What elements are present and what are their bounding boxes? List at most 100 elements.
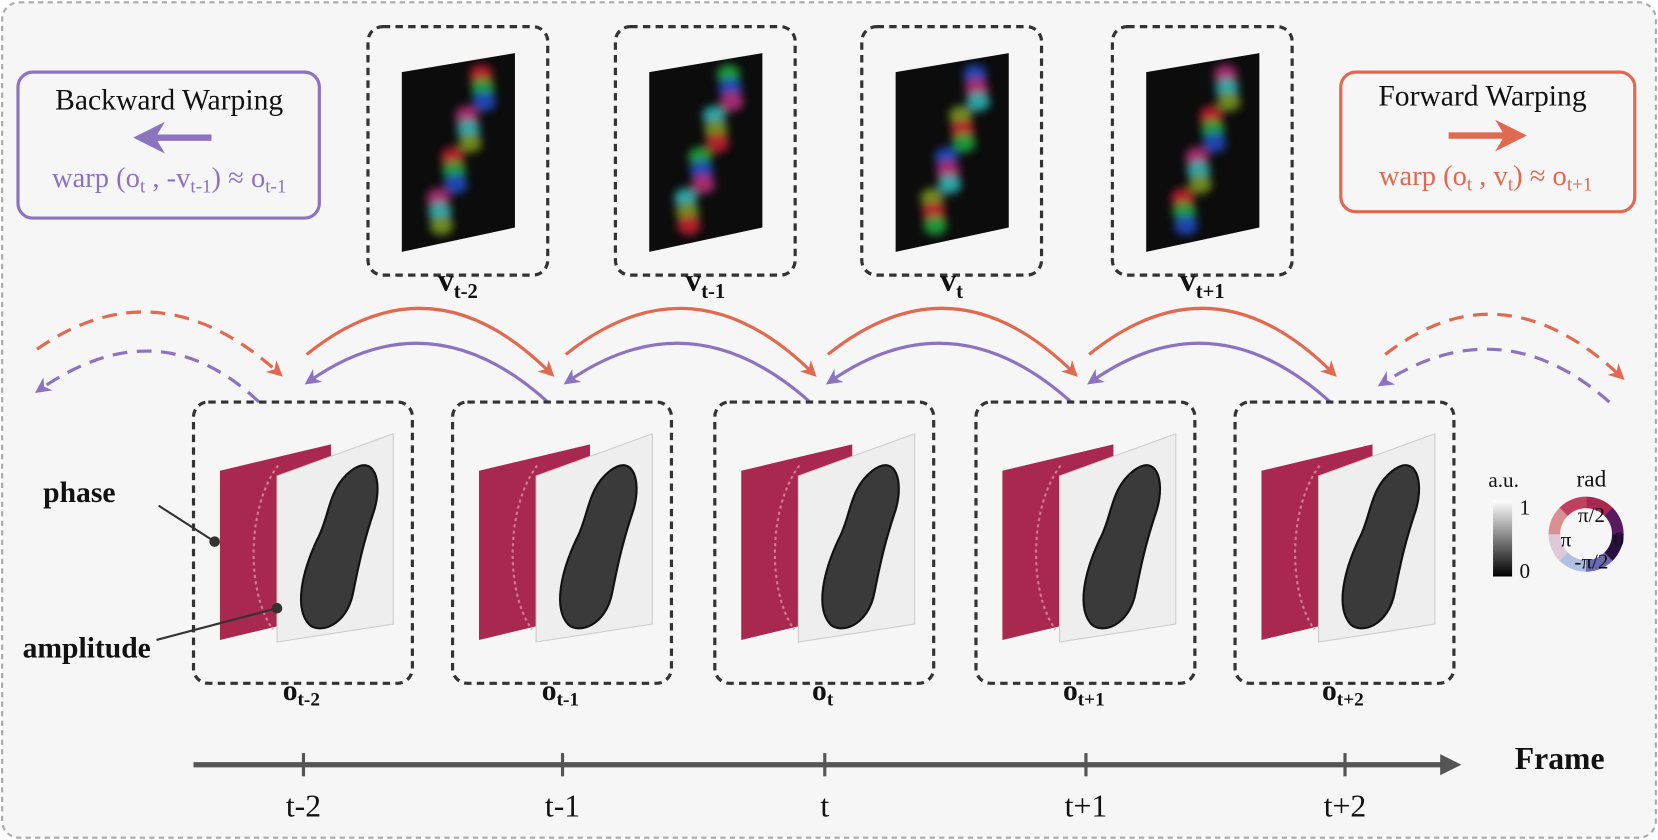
frame-label: vt-1 [685, 263, 725, 303]
axis-tick-label: t+1 [1065, 788, 1108, 823]
axis-tick-label: t-2 [286, 788, 321, 823]
label-base: o [283, 675, 298, 707]
backward-arc [563, 341, 812, 404]
forward-arc [826, 306, 1078, 377]
frame-label: vt+1 [1180, 263, 1225, 303]
phase-wheel-segment [1585, 552, 1613, 572]
flow-blob [1186, 160, 1211, 180]
forward-arc-dashed [1384, 312, 1625, 380]
flow-blob [949, 105, 973, 125]
phase-wheel-segment [1548, 507, 1569, 535]
backward-arc [825, 341, 1073, 404]
backward-arc [1087, 341, 1332, 404]
label-sub: t [956, 281, 963, 303]
formula-sub: t [140, 177, 146, 198]
label-sub: t-2 [298, 690, 320, 711]
flow-blob [937, 174, 962, 194]
flow-blob [428, 202, 452, 222]
colorbar-max: 1 [1519, 496, 1530, 520]
flow-blob [472, 92, 496, 112]
object-frame [974, 400, 1197, 685]
flow-blob [456, 119, 481, 139]
phase-pointer [158, 504, 216, 543]
forward-arc-dashed [36, 310, 283, 377]
flow-blob [444, 174, 468, 194]
label-sub: t+1 [1078, 690, 1105, 711]
frame-label: ot+2 [1322, 675, 1364, 712]
axis-tick-label: t [820, 788, 829, 823]
formula-text: ) ≈ o [212, 163, 266, 194]
sample-shape [559, 464, 638, 630]
frame-label: ot [812, 675, 834, 712]
label-sub: t [827, 690, 834, 711]
formula-sub: t-1 [190, 177, 211, 198]
wheel-left: π [1561, 527, 1572, 551]
amplitude-dot [271, 602, 283, 614]
flow-blob [429, 215, 454, 235]
forward-title: Forward Warping [1378, 80, 1587, 112]
formula-text: warp (o [1379, 160, 1467, 191]
flow-blob [689, 160, 714, 180]
flow-blob [471, 78, 495, 98]
flow-blob [1213, 64, 1238, 84]
forward-arc [305, 306, 555, 377]
label-base: v [685, 263, 701, 298]
object-frame [191, 400, 414, 685]
phase-wheel-segment [1559, 496, 1587, 517]
frame-label: ot+1 [1063, 675, 1105, 712]
flow-texture [426, 64, 496, 235]
flow-blob [966, 92, 990, 112]
flow-blob [922, 202, 946, 222]
phase-wheel-segment [1604, 507, 1624, 536]
label-sub: t+1 [1196, 281, 1225, 303]
formula: warp (ot , -vt-1) ≈ ot-1 [52, 163, 286, 198]
flow-blob [1201, 119, 1225, 139]
axis-tick-label: t+2 [1324, 788, 1367, 823]
formula-text: , -v [145, 163, 191, 194]
flow-frame [613, 25, 797, 277]
flow-blob [1215, 78, 1239, 98]
object-frame [713, 400, 936, 685]
formula-sub: t+1 [1567, 175, 1593, 196]
frame-label: vt [940, 263, 963, 303]
phase-texture [1294, 464, 1321, 630]
flow-blob [426, 188, 450, 208]
flow-blob [716, 64, 741, 84]
flow-blob [1217, 92, 1241, 112]
label-base: o [812, 675, 827, 707]
flow-blob [1171, 188, 1195, 208]
flow-texture [1171, 64, 1241, 235]
label-base: v [940, 263, 956, 298]
flow-frame [366, 25, 550, 277]
flow-blob [688, 147, 712, 167]
label-base: o [542, 675, 557, 707]
axis-tick-label: t-1 [545, 788, 580, 823]
flow-frame [860, 25, 1044, 277]
amplitude-colorbar [1493, 500, 1513, 577]
flow-blob [934, 147, 959, 167]
backward-arc-dashed [1377, 347, 1611, 404]
flow-blob [718, 78, 742, 98]
flow-blob [455, 105, 479, 125]
flow-texture [674, 64, 744, 235]
amplitude-pointer [156, 607, 278, 641]
flow-blob [1188, 174, 1212, 194]
wheel-bottom: -π/2 [1574, 550, 1608, 574]
phase-dot [209, 536, 220, 547]
flow-blob [964, 78, 989, 98]
formula-text: , v [1472, 160, 1508, 191]
frame-label: ot-1 [542, 675, 579, 712]
forward-arc [1088, 306, 1337, 377]
phase-texture [511, 464, 539, 630]
flow-blob [705, 133, 730, 153]
wheel-right: 0 [1614, 527, 1625, 551]
flow-blob [691, 174, 715, 194]
flow-blob [704, 119, 728, 139]
flow-blob [1174, 215, 1198, 235]
phase-texture [773, 464, 801, 630]
phase-texture [1035, 464, 1062, 630]
label-sub: t-2 [454, 281, 478, 303]
formula-text: warp (o [52, 163, 140, 194]
